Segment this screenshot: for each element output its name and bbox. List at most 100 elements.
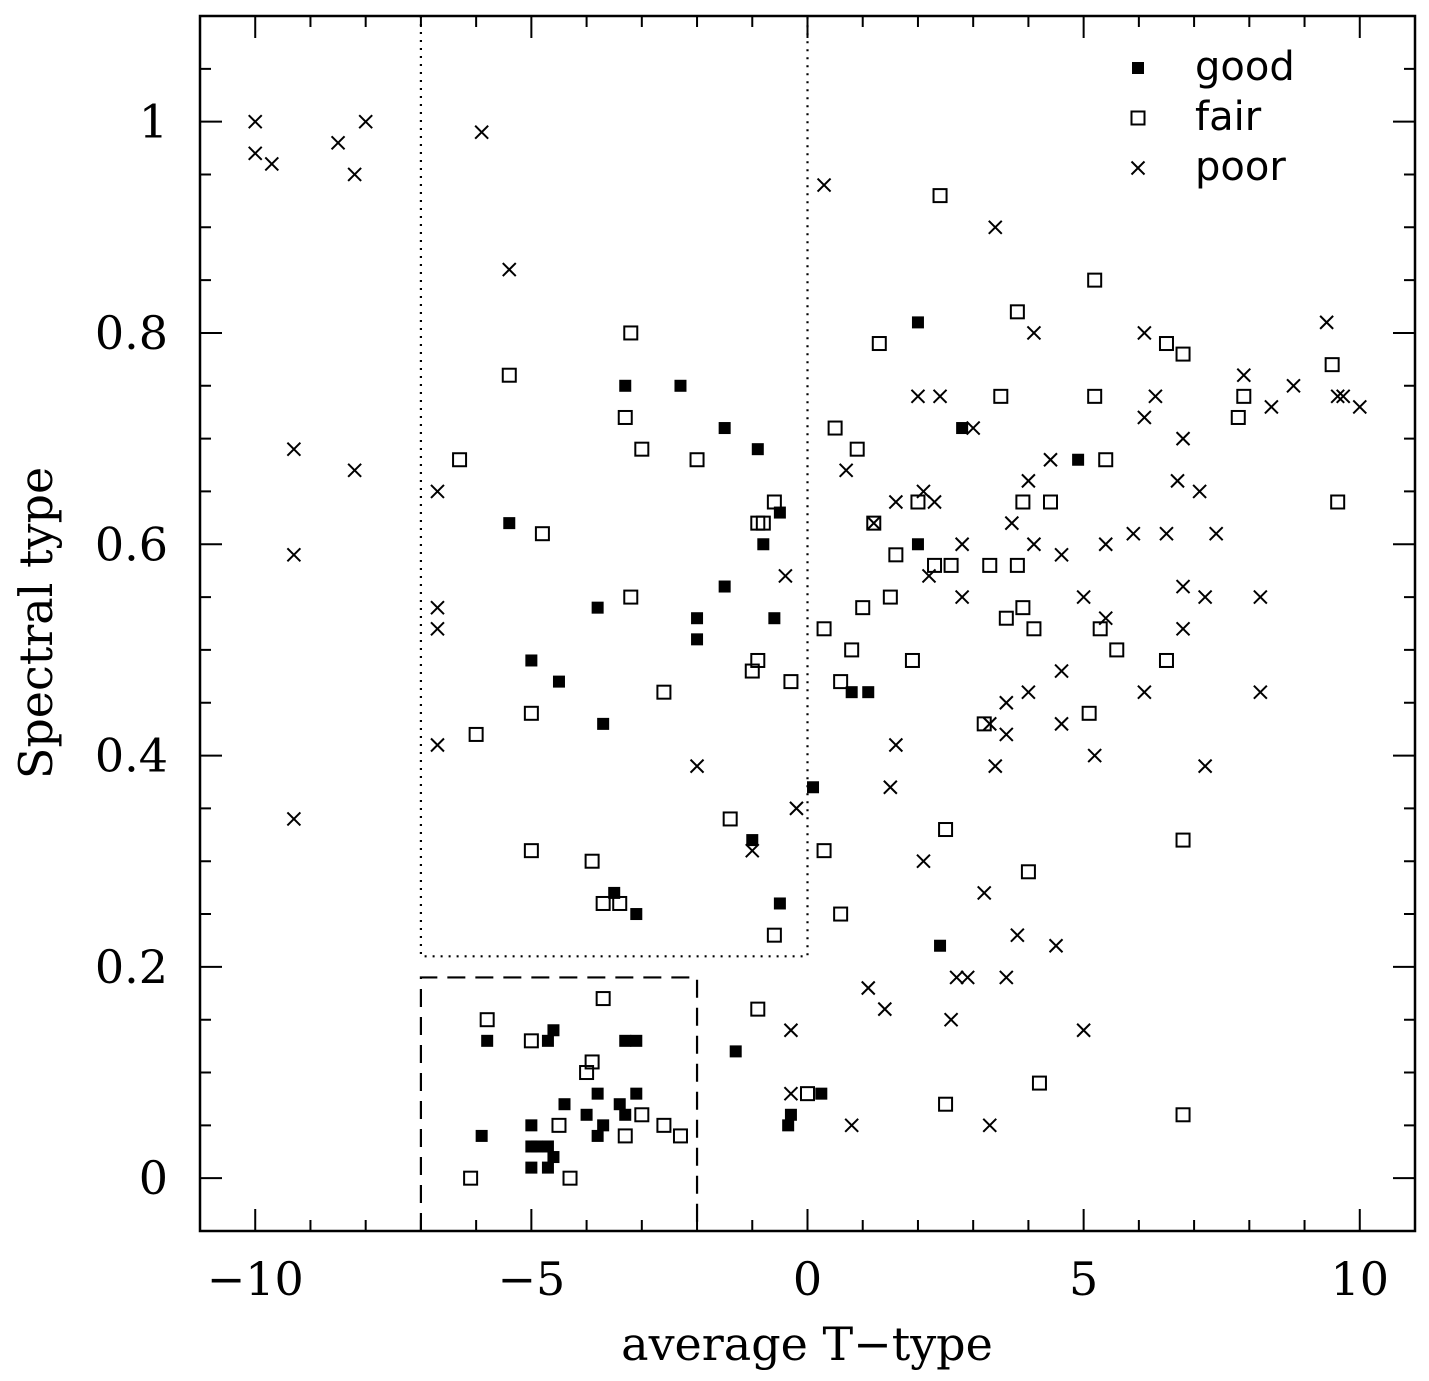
- y-tick-label: 0: [139, 1151, 168, 1205]
- point-fair: [998, 610, 1014, 626]
- point-fair: [656, 1117, 672, 1133]
- tick-labels: −10 −5 0 5 10 0 0.2 0.4 0.6 0.8 1: [95, 95, 1389, 1306]
- point-poor: [1208, 526, 1224, 541]
- data-points: [248, 114, 1367, 1186]
- point-fair: [534, 526, 550, 542]
- point-poor: [988, 758, 1003, 774]
- point-good: [530, 1140, 543, 1153]
- point-poor: [921, 568, 937, 584]
- point-fair: [634, 441, 650, 457]
- point-fair: [1236, 388, 1252, 404]
- point-good: [751, 443, 764, 456]
- legend-label-good: good: [1195, 44, 1295, 90]
- point-good: [503, 517, 516, 530]
- point-good: [547, 1024, 560, 1037]
- point-good: [552, 675, 565, 688]
- point-poor: [1026, 537, 1042, 552]
- point-good: [541, 1140, 554, 1153]
- plot-frame: [198, 14, 1417, 1233]
- point-poor: [430, 600, 445, 615]
- legend-label-fair: fair: [1195, 94, 1262, 140]
- point-fair: [617, 1128, 633, 1144]
- point-fair: [623, 589, 639, 605]
- point-fair: [452, 452, 468, 468]
- point-poor: [1043, 452, 1058, 467]
- point-fair: [938, 822, 954, 838]
- point-fair: [800, 1086, 815, 1102]
- point-fair: [584, 853, 600, 869]
- point-good: [934, 939, 947, 952]
- point-good: [956, 422, 969, 435]
- point-poor: [977, 885, 992, 901]
- point-poor: [1253, 589, 1268, 605]
- point-poor: [982, 1118, 997, 1133]
- point-fair: [595, 991, 611, 1007]
- point-poor: [347, 463, 362, 478]
- point-fair: [849, 441, 865, 457]
- x-tick-label: −5: [497, 1252, 565, 1306]
- point-good: [757, 538, 770, 551]
- point-fair: [656, 684, 672, 700]
- point-good: [746, 834, 759, 847]
- point-fair: [910, 494, 926, 510]
- point-fair: [1015, 494, 1031, 510]
- legend-label-poor: poor: [1195, 144, 1286, 190]
- point-fair: [1109, 642, 1125, 658]
- point-poor: [844, 1118, 859, 1133]
- point-fair: [595, 895, 611, 911]
- point-poor: [1004, 515, 1020, 531]
- point-fair: [1158, 336, 1174, 352]
- point-fair: [1098, 452, 1114, 468]
- point-good: [475, 1129, 488, 1142]
- point-fair: [1324, 357, 1340, 373]
- point-good: [580, 1108, 593, 1121]
- point-good: [541, 1034, 554, 1047]
- point-fair: [938, 1096, 954, 1112]
- point-poor: [1054, 663, 1069, 679]
- point-poor: [888, 494, 904, 510]
- point-fair: [1015, 600, 1031, 616]
- point-poor: [689, 758, 705, 774]
- point-fair: [871, 336, 887, 352]
- point-poor: [430, 621, 445, 636]
- point-good: [525, 1161, 538, 1174]
- point-poor: [1197, 589, 1213, 605]
- point-poor: [943, 1012, 959, 1027]
- point-poor: [1048, 938, 1064, 953]
- point-poor: [1054, 716, 1069, 732]
- point-poor: [474, 125, 489, 140]
- y-tick-label: 0.4: [95, 729, 168, 783]
- point-poor: [248, 146, 263, 161]
- point-fair: [833, 674, 849, 690]
- legend-marker-good: [1132, 62, 1144, 74]
- point-poor: [783, 1023, 799, 1038]
- point-poor: [286, 811, 302, 827]
- point-poor: [1098, 611, 1113, 626]
- point-fair: [722, 811, 738, 827]
- point-poor: [1054, 547, 1069, 563]
- point-poor: [1137, 410, 1152, 425]
- point-good: [547, 1151, 560, 1164]
- axis-ticks: [199, 15, 1416, 1232]
- point-good: [619, 1108, 632, 1121]
- point-poor: [745, 843, 760, 858]
- point-fair: [1043, 494, 1058, 510]
- point-good: [541, 1161, 554, 1174]
- point-fair: [993, 388, 1009, 404]
- point-fair: [1081, 705, 1097, 721]
- point-fair: [523, 705, 539, 721]
- point-poor: [1352, 399, 1367, 415]
- point-fair: [1230, 409, 1246, 425]
- point-poor: [1175, 579, 1191, 594]
- point-poor: [1137, 684, 1152, 700]
- point-fair: [1330, 494, 1346, 510]
- point-good: [773, 897, 786, 910]
- dotted-box: [419, 16, 809, 958]
- point-poor: [1126, 526, 1141, 541]
- point-poor: [1098, 537, 1113, 552]
- point-good: [481, 1034, 494, 1047]
- point-poor: [866, 515, 881, 531]
- point-poor: [248, 114, 263, 129]
- point-poor: [1076, 589, 1091, 605]
- point-poor: [1286, 378, 1301, 393]
